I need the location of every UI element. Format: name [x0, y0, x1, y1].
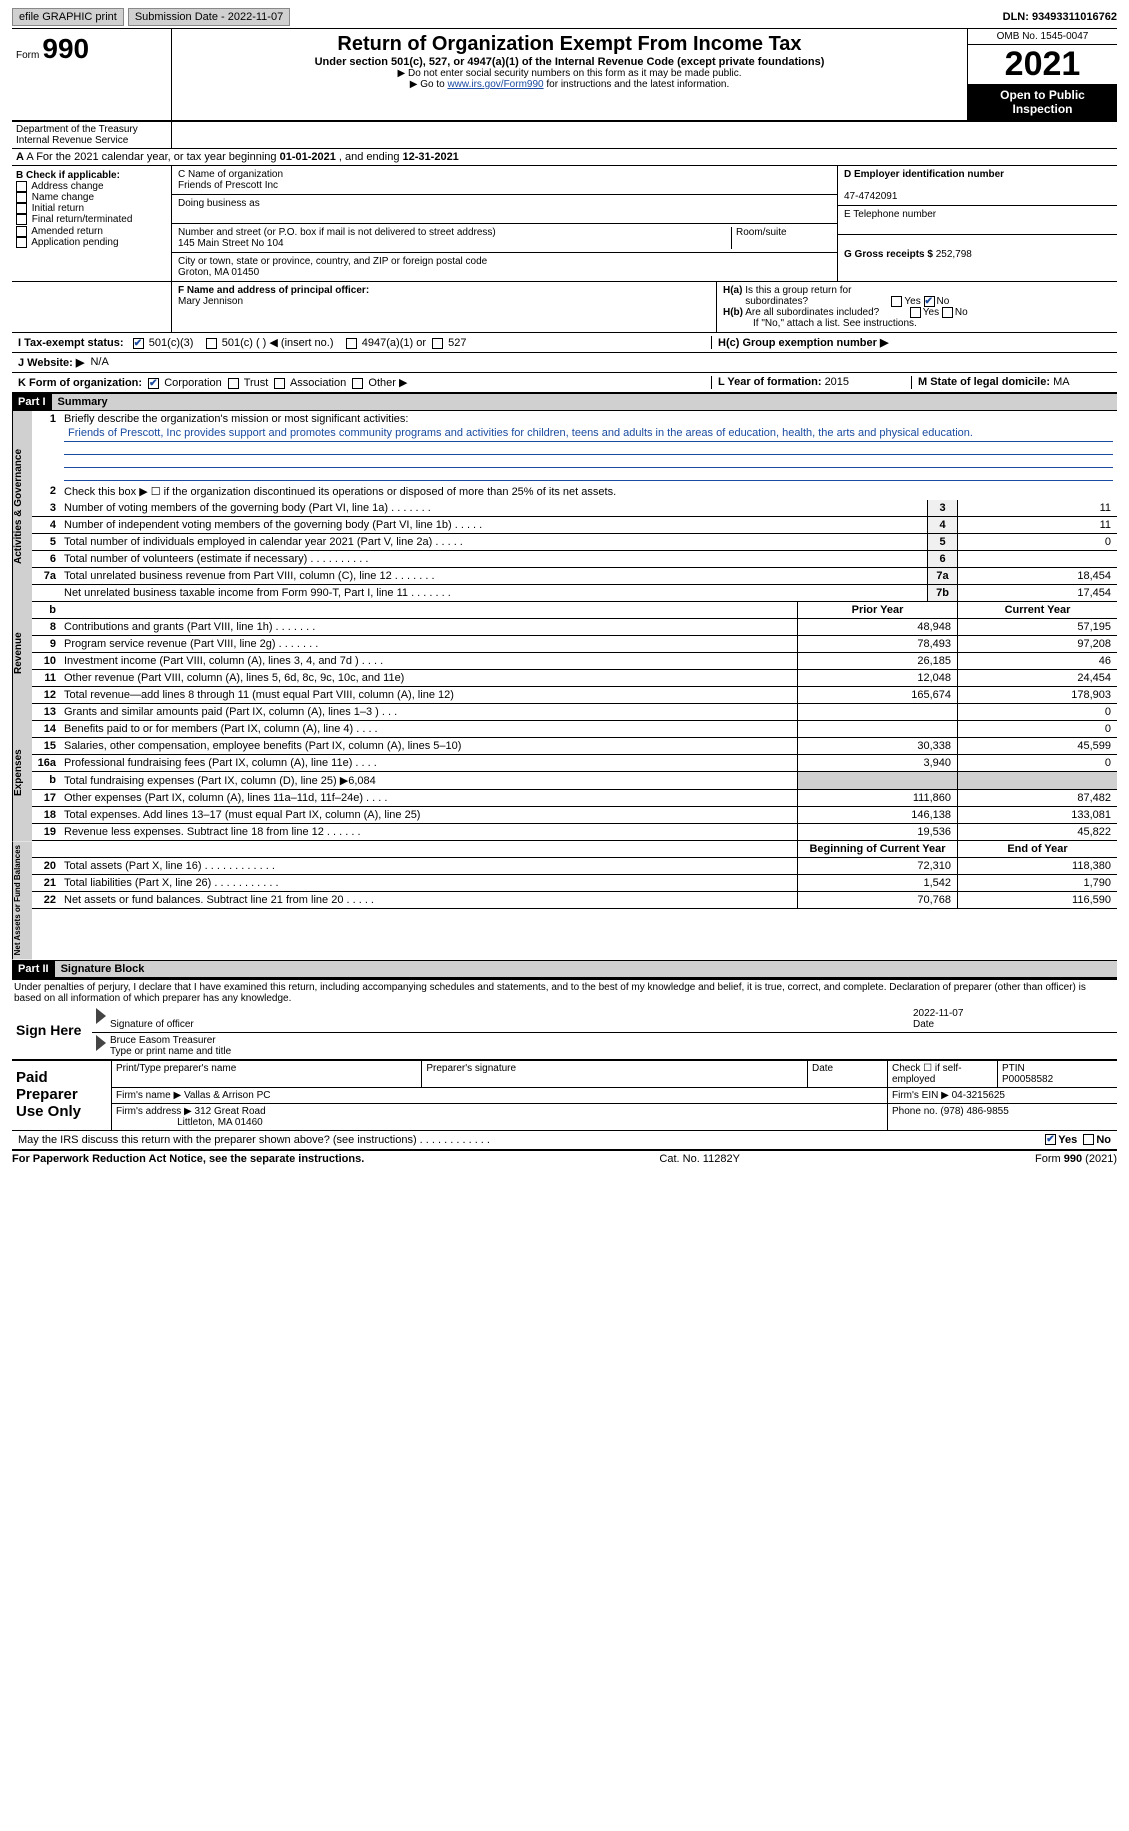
form-number: 990: [42, 33, 89, 64]
exp-line-13: 13Grants and similar amounts paid (Part …: [32, 704, 1117, 721]
vert-expenses: Expenses: [12, 704, 32, 841]
part1-header: Part I Summary: [12, 393, 1117, 411]
dln: DLN: 93493311016762: [1003, 11, 1117, 23]
form-header: Form 990 Return of Organization Exempt F…: [12, 29, 1117, 122]
revenue-section: Revenue b Prior Year Current Year 8Contr…: [12, 602, 1117, 704]
checkbox-address-change[interactable]: [16, 181, 27, 192]
tax-year: 2021: [968, 45, 1117, 84]
entity-block: B Check if applicable: Address change Na…: [12, 166, 1117, 282]
netassets-section: Net Assets or Fund Balances Beginning of…: [12, 841, 1117, 959]
gross-receipts: 252,798: [936, 249, 972, 260]
rev-line-11: 11Other revenue (Part VIII, column (A), …: [32, 670, 1117, 687]
section-a: A A For the 2021 calendar year, or tax y…: [12, 149, 1117, 166]
cb-trust[interactable]: [228, 378, 239, 389]
sign-date: 2022-11-07: [913, 1008, 963, 1019]
efile-badge: efile GRAPHIC print: [12, 8, 124, 26]
open-to-public: Open to Public Inspection: [968, 84, 1117, 120]
cb-other[interactable]: [352, 378, 363, 389]
cb-4947[interactable]: [346, 338, 357, 349]
line-6: 6Total number of volunteers (estimate if…: [32, 551, 1117, 568]
checkbox-amended[interactable]: [16, 226, 27, 237]
ha-no[interactable]: [924, 296, 935, 307]
arrow-icon: [96, 1035, 106, 1051]
exp-line-17: 17Other expenses (Part IX, column (A), l…: [32, 790, 1117, 807]
city-state-zip: Groton, MA 01450: [178, 267, 259, 278]
checkbox-initial-return[interactable]: [16, 203, 27, 214]
cb-501c3[interactable]: [133, 338, 144, 349]
firm-ein: 04-3215625: [952, 1090, 1005, 1101]
note-link: ▶ Go to www.irs.gov/Form990 for instruct…: [180, 79, 959, 90]
checkbox-name-change[interactable]: [16, 192, 27, 203]
hb-yes[interactable]: [910, 307, 921, 318]
cb-corp[interactable]: [148, 378, 159, 389]
may-irs-no[interactable]: [1083, 1134, 1094, 1145]
street-address: 145 Main Street No 104: [178, 238, 284, 249]
checkbox-app-pending[interactable]: [16, 237, 27, 248]
exp-line-15: 15Salaries, other compensation, employee…: [32, 738, 1117, 755]
firm-addr2: Littleton, MA 01460: [177, 1117, 263, 1128]
principal-officer: Mary Jennison: [178, 296, 243, 307]
org-name: Friends of Prescott Inc: [178, 180, 278, 191]
expenses-section: Expenses 13Grants and similar amounts pa…: [12, 704, 1117, 841]
na-line-22: 22Net assets or fund balances. Subtract …: [32, 892, 1117, 909]
firm-addr1: 312 Great Road: [195, 1106, 266, 1117]
irs-link[interactable]: www.irs.gov/Form990: [447, 79, 543, 90]
part2-header: Part II Signature Block: [12, 960, 1117, 978]
state-domicile: MA: [1053, 376, 1070, 388]
exp-line-18: 18Total expenses. Add lines 13–17 (must …: [32, 807, 1117, 824]
exp-line-16a: 16aProfessional fundraising fees (Part I…: [32, 755, 1117, 772]
penalties-text: Under penalties of perjury, I declare th…: [12, 978, 1117, 1006]
line-7a: 7aTotal unrelated business revenue from …: [32, 568, 1117, 585]
website: N/A: [90, 356, 108, 369]
firm-name: Vallas & Arrison PC: [184, 1090, 271, 1101]
ein: 47-4742091: [844, 191, 897, 202]
form-label: Form: [16, 50, 39, 61]
ha-yes[interactable]: [891, 296, 902, 307]
page-footer: For Paperwork Reduction Act Notice, see …: [12, 1150, 1117, 1165]
year-formation: 2015: [825, 376, 849, 388]
officer-name: Bruce Easom Treasurer: [110, 1035, 216, 1046]
cb-527[interactable]: [432, 338, 443, 349]
vert-netassets: Net Assets or Fund Balances: [12, 841, 32, 959]
line-5: 5Total number of individuals employed in…: [32, 534, 1117, 551]
vert-revenue: Revenue: [12, 602, 32, 704]
rev-line-10: 10Investment income (Part VIII, column (…: [32, 653, 1117, 670]
rev-line-12: 12Total revenue—add lines 8 through 11 (…: [32, 687, 1117, 704]
na-line-21: 21Total liabilities (Part X, line 26) . …: [32, 875, 1117, 892]
arrow-icon: [96, 1008, 106, 1024]
irs-label: Internal Revenue Service: [16, 135, 128, 146]
cb-assoc[interactable]: [274, 378, 285, 389]
exp-line-19: 19Revenue less expenses. Subtract line 1…: [32, 824, 1117, 841]
hb-no[interactable]: [942, 307, 953, 318]
vert-ag: Activities & Governance: [12, 411, 32, 602]
rev-line-8: 8Contributions and grants (Part VIII, li…: [32, 619, 1117, 636]
line-4: 4Number of independent voting members of…: [32, 517, 1117, 534]
paid-preparer-block: Paid Preparer Use Only Print/Type prepar…: [12, 1060, 1117, 1131]
note-ssn: ▶ Do not enter social security numbers o…: [180, 68, 959, 79]
line-7b: Net unrelated business taxable income fr…: [32, 585, 1117, 602]
form-title: Return of Organization Exempt From Incom…: [180, 33, 959, 56]
cb-501c[interactable]: [206, 338, 217, 349]
line-3: 3Number of voting members of the governi…: [32, 500, 1117, 517]
exp-line-14: 14Benefits paid to or for members (Part …: [32, 721, 1117, 738]
rev-line-9: 9Program service revenue (Part VIII, lin…: [32, 636, 1117, 653]
form-subtitle: Under section 501(c), 527, or 4947(a)(1)…: [180, 56, 959, 68]
activities-governance: Activities & Governance 1 Briefly descri…: [12, 411, 1117, 602]
ptin: P00058582: [1002, 1074, 1053, 1085]
col-b: B Check if applicable: Address change Na…: [12, 166, 172, 281]
exp-line-b: bTotal fundraising expenses (Part IX, co…: [32, 772, 1117, 790]
dept-treasury: Department of the Treasury: [16, 124, 138, 135]
top-bar: efile GRAPHIC print Submission Date - 20…: [12, 8, 1117, 29]
col-d: D Employer identification number 47-4742…: [837, 166, 1117, 281]
col-c: C Name of organization Friends of Presco…: [172, 166, 837, 281]
na-line-20: 20Total assets (Part X, line 16) . . . .…: [32, 858, 1117, 875]
submission-date: Submission Date - 2022-11-07: [128, 8, 290, 26]
sign-here-block: Sign Here Signature of officer 2022-11-0…: [12, 1006, 1117, 1060]
firm-phone: (978) 486-9855: [940, 1106, 1008, 1117]
omb-number: OMB No. 1545-0047: [968, 29, 1117, 45]
mission-text: Friends of Prescott, Inc provides suppor…: [64, 425, 1113, 442]
may-irs-yes[interactable]: [1045, 1134, 1056, 1145]
checkbox-final-return[interactable]: [16, 214, 27, 225]
